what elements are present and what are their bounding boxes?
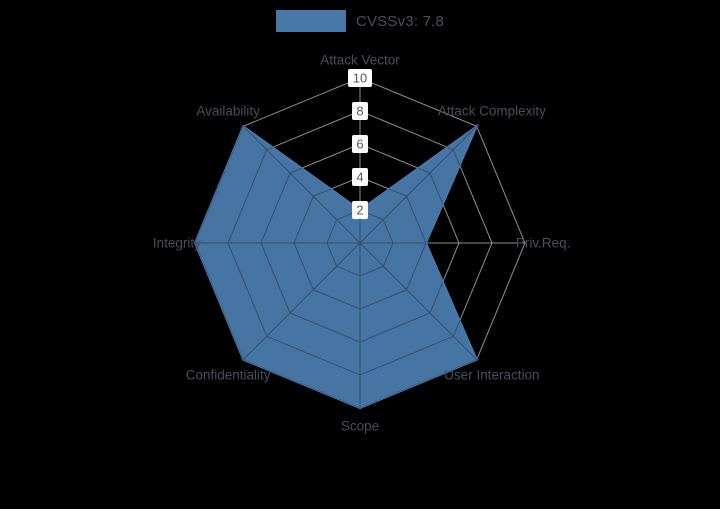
- grid-spoke: [242, 126, 361, 244]
- legend: CVSSv3: 7.8: [0, 8, 720, 34]
- tick-label: 8: [356, 104, 363, 119]
- axis-label: Confidentiality: [186, 367, 271, 382]
- tick-box: [348, 69, 372, 87]
- tick-label: 10: [353, 71, 367, 86]
- radial-tick: 8: [352, 102, 368, 120]
- axis-label: User Interaction: [444, 367, 539, 382]
- axis-label: Availability: [196, 104, 260, 119]
- tick-box: [352, 201, 368, 219]
- tick-box: [352, 102, 368, 120]
- axis-label: Attack Complexity: [438, 104, 546, 119]
- tick-box: [352, 168, 368, 186]
- axis-label: Attack Vector: [320, 52, 400, 67]
- tick-box: [352, 135, 368, 153]
- legend-swatch: [275, 10, 346, 32]
- tick-label: 2: [356, 203, 363, 218]
- grid-spoke: [359, 126, 477, 244]
- grid-spoke: [242, 242, 361, 361]
- axis-label: Integrity: [153, 236, 201, 251]
- radial-tick: 2: [352, 201, 368, 219]
- radial-tick: 6: [352, 135, 368, 153]
- grid-spoke: [359, 242, 477, 361]
- radial-tick: 10: [348, 69, 372, 87]
- axis-label: Priv.Req.: [516, 236, 571, 251]
- radial-tick: 4: [352, 168, 368, 186]
- tick-label: 4: [356, 170, 363, 185]
- tick-label: 6: [356, 137, 363, 152]
- axis-label: Scope: [341, 419, 379, 434]
- legend-label: CVSSv3: 7.8: [355, 12, 445, 30]
